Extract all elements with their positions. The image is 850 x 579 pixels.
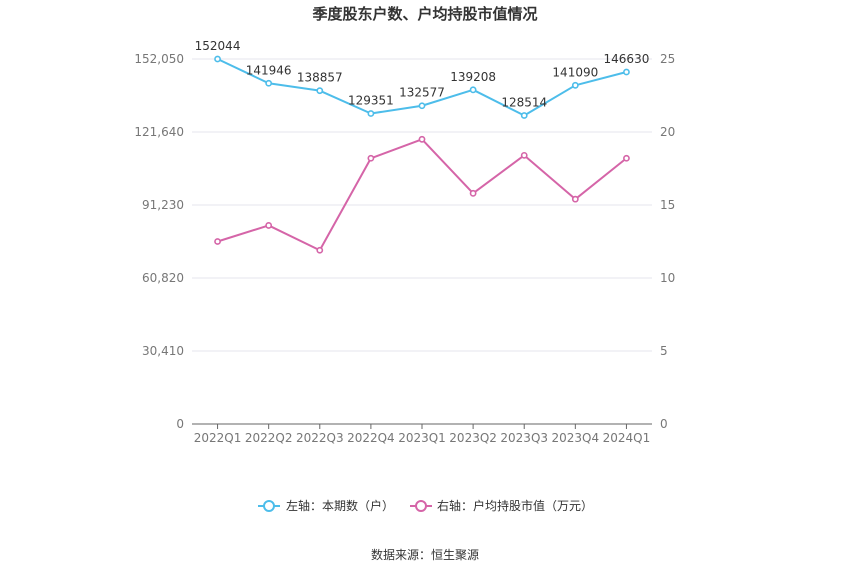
x-axis: 2022Q1 2022Q2 2022Q3 2022Q4 2023Q1 2023Q2 2023… <box>192 423 652 445</box>
right-tick-label: 5 <box>660 344 668 358</box>
series-2-point <box>214 238 221 245</box>
data-label: 138857 <box>297 71 343 85</box>
series-2-point <box>623 154 630 162</box>
series-1-point <box>367 110 375 117</box>
series-1-point <box>214 55 221 63</box>
series-1-point <box>418 102 426 110</box>
right-tick-label: 10 <box>660 271 675 285</box>
left-tick-label: 91,230 <box>142 198 184 212</box>
series-1-point <box>265 79 273 87</box>
chart-title: 季度股东户数、户均持股市值情况 <box>312 5 537 23</box>
right-tick-label: 25 <box>660 52 675 66</box>
x-tick-label: 2023Q1 <box>398 431 446 445</box>
data-label: 146630 <box>604 52 650 66</box>
series-2-point <box>367 154 375 162</box>
left-tick-label: 0 <box>176 417 184 431</box>
x-tick-label: 2023Q4 <box>552 431 600 445</box>
data-label: 129351 <box>348 93 394 107</box>
series-2-point <box>520 151 528 159</box>
series-2-point <box>265 222 273 229</box>
series-1-point <box>316 87 324 95</box>
series-2-point <box>469 189 477 197</box>
left-tick-label: 121,640 <box>134 125 184 139</box>
series-1-point <box>469 86 477 94</box>
data-label: 152044 <box>195 39 241 53</box>
source-note: 数据来源：恒生聚源 <box>371 547 479 562</box>
left-tick-label: 60,820 <box>142 271 184 285</box>
grid-lines <box>192 58 652 352</box>
right-tick-label: 0 <box>660 417 668 431</box>
x-tick-label: 2022Q2 <box>245 431 293 445</box>
x-tick-label: 2022Q3 <box>296 431 344 445</box>
legend-marker <box>263 500 275 512</box>
series-layer: 152044 141946 138857 129351 132577 139208 1285… <box>195 39 650 254</box>
right-tick-label: 20 <box>660 125 675 139</box>
x-tick-label: 2024Q1 <box>603 431 651 445</box>
series-2-point <box>418 135 426 143</box>
x-tick-label: 2022Q4 <box>347 431 395 445</box>
left-tick-label: 30,410 <box>142 344 184 358</box>
right-axis: 0 5 10 15 20 25 <box>660 52 675 431</box>
series-line-2 <box>217 138 628 252</box>
legend-item-2[interactable]: 右轴：户均持股市值（万元） <box>410 498 593 513</box>
legend-label: 左轴：本期数（户） <box>286 498 394 513</box>
series-2-point <box>316 246 324 254</box>
series-1-point <box>623 68 630 76</box>
x-tick-label: 2023Q2 <box>449 431 497 445</box>
left-tick-label: 152,050 <box>134 52 184 66</box>
legend-label: 右轴：户均持股市值（万元） <box>437 498 593 513</box>
data-label: 141946 <box>246 63 292 77</box>
legend-item-1[interactable]: 左轴：本期数（户） <box>258 498 394 513</box>
series-2-point <box>571 195 579 203</box>
data-label: 132577 <box>399 86 445 100</box>
legend[interactable]: 左轴：本期数（户） 右轴：户均持股市值（万元） <box>258 498 593 513</box>
right-tick-label: 15 <box>660 198 675 212</box>
legend-marker <box>415 500 427 512</box>
x-tick-label: 2022Q1 <box>194 431 242 445</box>
left-axis: 0 30,410 60,820 91,230 121,640 152,050 <box>134 52 184 431</box>
data-label: 128514 <box>501 95 547 109</box>
data-label: 139208 <box>450 70 496 84</box>
data-label: 141090 <box>552 65 598 79</box>
series-1-point <box>571 81 579 89</box>
x-tick-label: 2023Q3 <box>500 431 548 445</box>
series-1-point <box>520 112 528 119</box>
